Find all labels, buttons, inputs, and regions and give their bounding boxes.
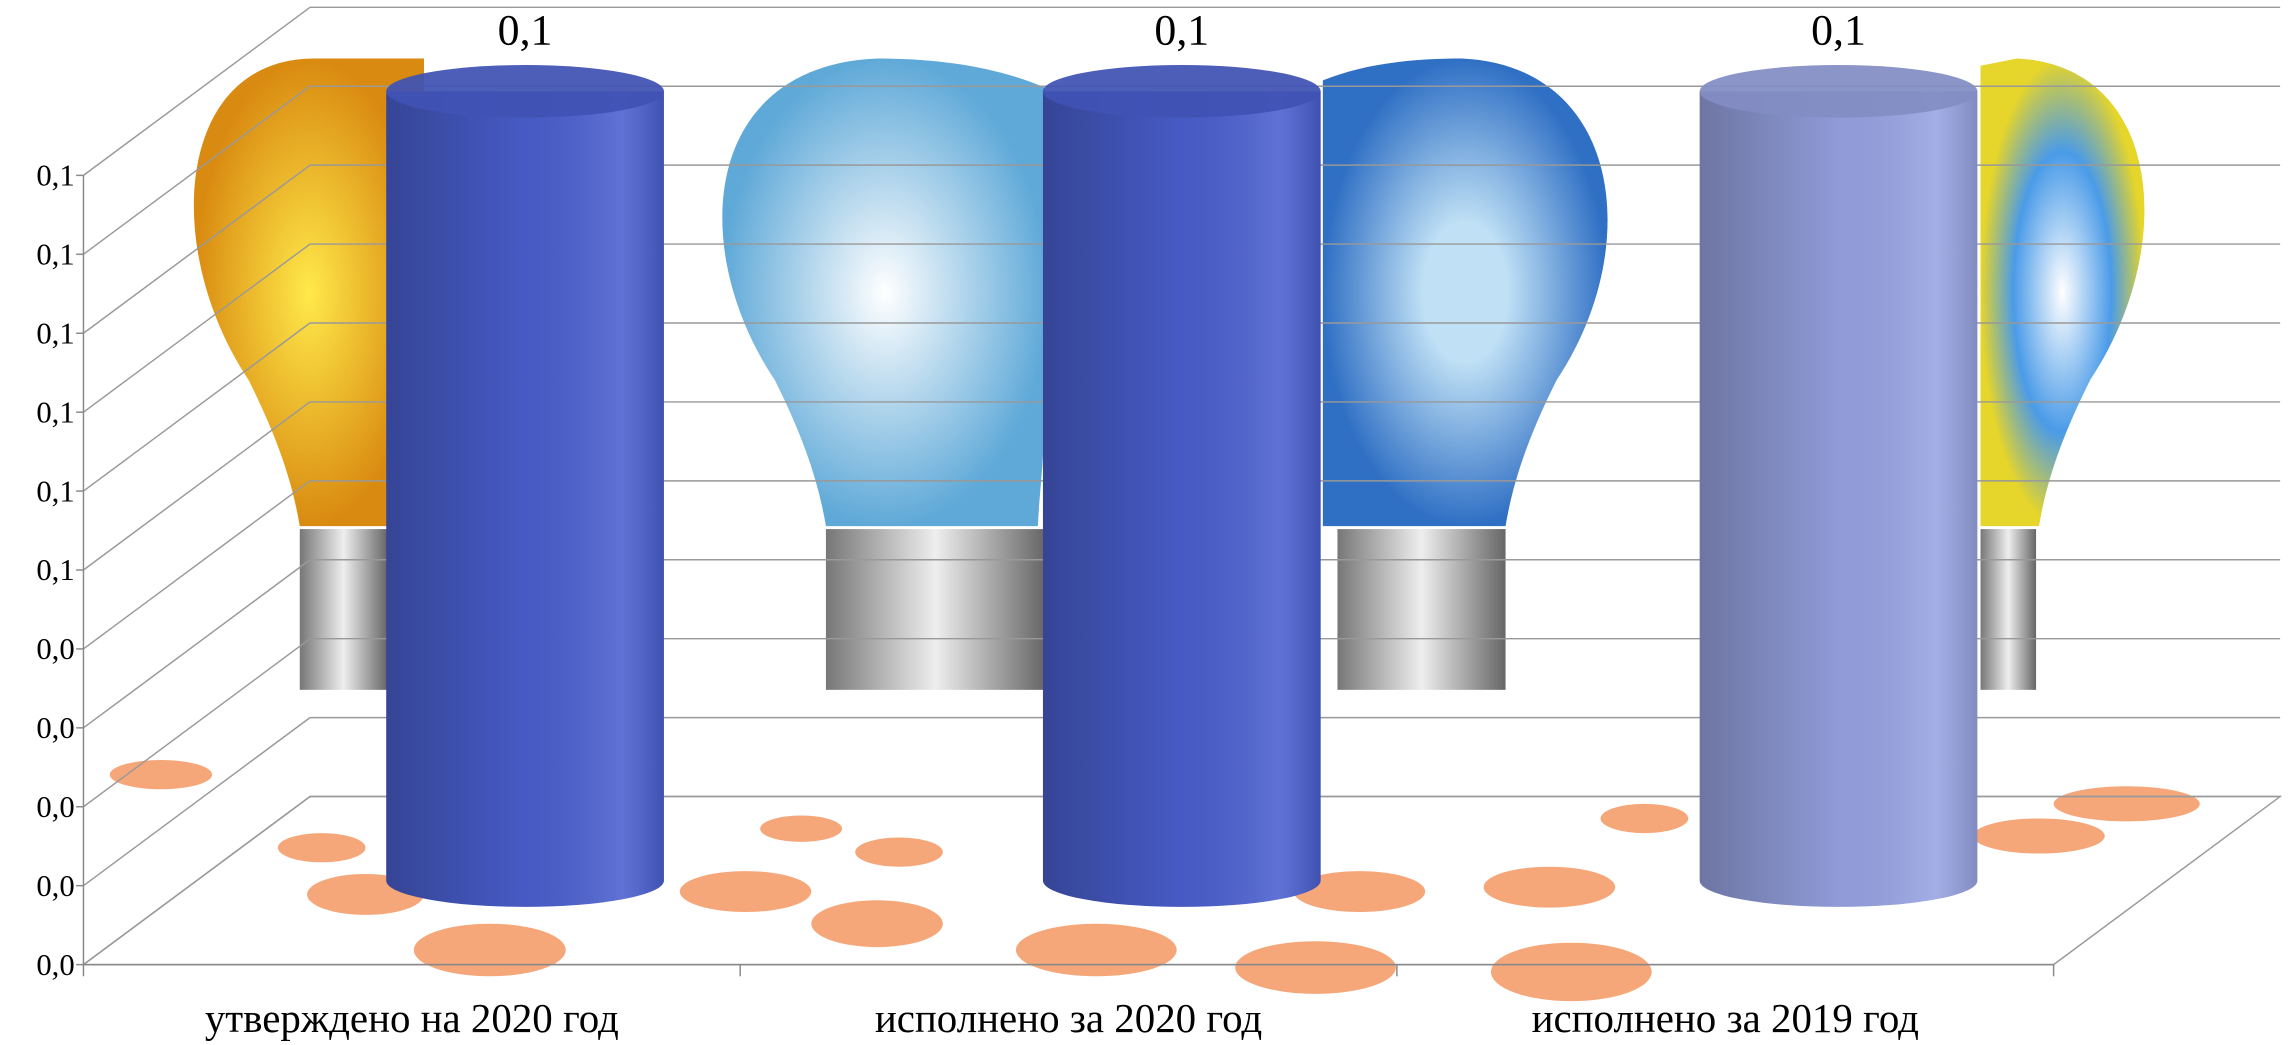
- y-tick-label: 0,0: [36, 869, 74, 903]
- value-label: 0,1: [498, 7, 553, 55]
- bar-top-shade: [386, 65, 664, 118]
- y-tick-label: 0,0: [36, 790, 74, 824]
- y-tick-label: 0,0: [36, 948, 74, 982]
- bar-top: [1042, 65, 1321, 118]
- y-tick-label: 0,1: [36, 316, 74, 350]
- y-tick-label: 0,1: [36, 159, 74, 193]
- y-tick-label: 0,1: [36, 553, 74, 587]
- value-label: 0,1: [1811, 7, 1866, 55]
- bar-shade: [386, 91, 664, 907]
- grid-line: [83, 6, 311, 176]
- x-tick-label: утверждено на 2020 год: [205, 996, 619, 1041]
- grid-line: [83, 480, 311, 650]
- grid-line: [83, 401, 311, 571]
- bar-top-shade: [1042, 65, 1321, 118]
- y-tick-label: 0,0: [36, 632, 74, 666]
- grid-line: [83, 638, 311, 808]
- y-tick-label: 0,0: [36, 711, 74, 745]
- grid-line: [83, 243, 311, 413]
- grid-line: [83, 717, 311, 887]
- grid-line: [83, 795, 311, 966]
- bar-top: [1699, 65, 1978, 118]
- grid-line: [83, 164, 311, 334]
- bar-shade: [1042, 91, 1321, 907]
- y-tick-label: 0,1: [36, 474, 74, 508]
- bar-top: [386, 65, 664, 118]
- grid-line: [83, 559, 311, 729]
- grid-line: [83, 322, 311, 492]
- x-tick-label: исполнено за 2020 год: [875, 996, 1262, 1041]
- x-tick-label: исполнено за 2019 год: [1532, 996, 1919, 1041]
- grid-line: [83, 85, 311, 255]
- bars: 0,1 0,1 0,1: [386, 7, 1978, 907]
- y-tick-label: 0,1: [36, 395, 74, 429]
- value-label: 0,1: [1154, 7, 1209, 55]
- y-tick-label: 0,1: [36, 238, 74, 272]
- bar-shade: [1699, 91, 1978, 907]
- bar-top-shade: [1699, 65, 1978, 118]
